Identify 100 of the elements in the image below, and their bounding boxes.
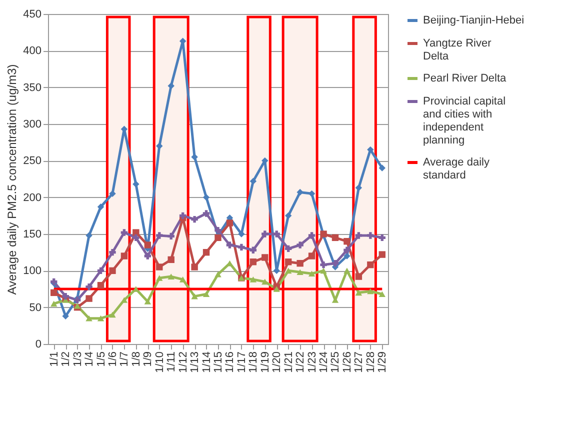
y-tick-label: 0 (35, 338, 42, 350)
point (97, 204, 104, 210)
point (202, 194, 210, 201)
point (226, 242, 234, 248)
point (367, 261, 374, 268)
y-tick-label: 400 (23, 45, 42, 58)
point (86, 295, 92, 302)
point (120, 252, 128, 260)
x-tick-label: 1/16 (224, 352, 236, 373)
point (284, 212, 292, 220)
point (226, 220, 234, 226)
legend-label: Pearl River Delta (423, 72, 508, 84)
point (262, 230, 268, 238)
x-tick-label: 1/3 (72, 352, 84, 367)
x-tick-label: 1/14 (200, 352, 213, 373)
x-tick-label: 1/24 (318, 352, 330, 373)
point (378, 251, 386, 258)
x-tick-label: 1/11 (166, 352, 178, 372)
point (344, 268, 350, 274)
x-tick-label: 1/8 (130, 352, 142, 367)
point (86, 283, 92, 290)
x-tick-label: 1/18 (248, 352, 260, 373)
point (179, 38, 186, 44)
point (62, 312, 69, 320)
point (86, 232, 92, 239)
point (144, 242, 152, 248)
x-tick-label: 1/10 (154, 352, 166, 373)
y-tick-label: 200 (23, 192, 42, 204)
point (250, 276, 257, 282)
point (50, 289, 58, 296)
point (109, 267, 116, 274)
point (132, 180, 140, 188)
x-tick-label: 1/22 (294, 352, 307, 373)
x-tick-label: 1/23 (306, 352, 318, 373)
y-tick-label: 450 (23, 8, 42, 20)
y-tick-label: 50 (29, 302, 42, 314)
point (320, 261, 327, 268)
point (191, 293, 198, 300)
x-tick-label: 1/21 (282, 352, 295, 373)
point (109, 312, 116, 318)
point (296, 269, 304, 276)
point (355, 232, 362, 239)
point (214, 271, 222, 278)
point (273, 286, 280, 292)
point (202, 291, 210, 298)
point (120, 297, 128, 303)
point (168, 82, 174, 90)
point (367, 146, 374, 154)
point (355, 273, 362, 280)
point (355, 290, 362, 296)
point (97, 282, 104, 289)
x-tick-label: 1/27 (353, 352, 366, 373)
point (97, 315, 104, 322)
point (202, 210, 210, 217)
point (156, 275, 163, 281)
point (250, 246, 257, 254)
point (262, 254, 268, 261)
x-tick-label: 1/9 (142, 352, 154, 367)
point (179, 276, 186, 282)
point (344, 238, 350, 245)
point (50, 300, 58, 307)
point (144, 298, 152, 304)
point (191, 264, 198, 270)
x-tick-label: 1/5 (95, 352, 108, 367)
point (156, 142, 163, 150)
x-tick-label: 1/29 (376, 352, 389, 373)
point (250, 178, 257, 185)
point (367, 232, 374, 239)
point (179, 212, 186, 220)
x-tick-label: 1/4 (84, 352, 96, 367)
point (296, 260, 304, 267)
point (168, 256, 174, 264)
point (250, 258, 257, 266)
point (308, 252, 316, 260)
x-tick-label: 1/13 (189, 352, 202, 373)
point (120, 229, 128, 236)
x-tick-label: 1/20 (271, 352, 284, 373)
x-tick-label: 1/19 (259, 352, 272, 373)
legend-label: Provincial capital and cities with independent planning (423, 96, 506, 146)
point (202, 248, 210, 256)
y-tick-label: 250 (23, 155, 42, 168)
x-tick-label: 1/15 (212, 352, 224, 373)
point (273, 230, 280, 238)
point (378, 291, 386, 298)
point (262, 278, 268, 285)
point (296, 242, 304, 248)
point (214, 234, 222, 242)
point (132, 234, 140, 242)
point (284, 245, 292, 252)
point (156, 264, 163, 270)
x-tick-label: 1/17 (236, 352, 248, 373)
point (296, 188, 304, 196)
x-tick-label: 1/12 (177, 352, 190, 373)
x-tick-label: 1/26 (341, 352, 354, 373)
point (332, 234, 339, 242)
x-tick-label: 1/6 (106, 352, 119, 367)
point (132, 286, 140, 292)
point (191, 154, 198, 160)
point (355, 184, 362, 192)
point (320, 268, 327, 274)
